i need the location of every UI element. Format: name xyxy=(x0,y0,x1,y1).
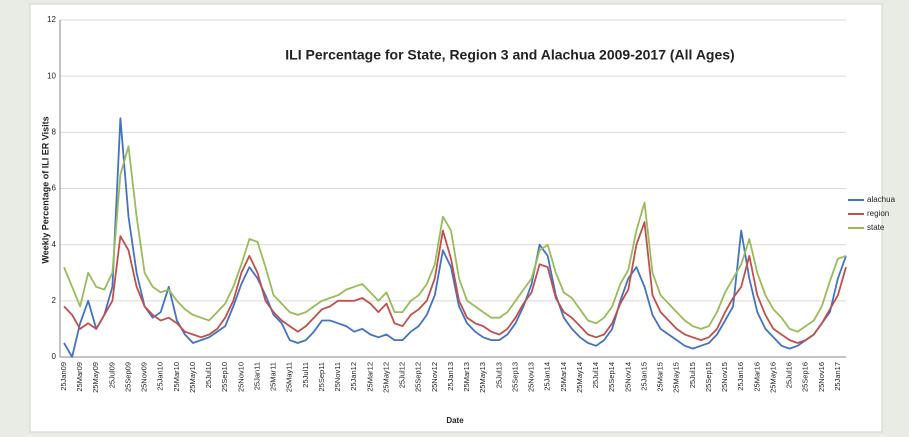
x-tick-label: 25Nov10 xyxy=(236,362,245,392)
x-tick-label: 25Jan15 xyxy=(639,362,648,391)
x-tick-label: 25Nov12 xyxy=(430,362,439,392)
legend-label: alachua xyxy=(867,195,896,204)
x-tick-label: 25Nov09 xyxy=(140,362,149,392)
chart-title: ILI Percentage for State, Region 3 and A… xyxy=(285,47,734,63)
x-tick-label: 25Jul10 xyxy=(204,362,213,388)
y-tick-label: 0 xyxy=(52,352,57,361)
x-tick-label: 25Mar09 xyxy=(75,362,84,392)
x-tick-label: 25Jan12 xyxy=(349,362,358,391)
x-tick-label: 25Mar14 xyxy=(559,362,568,392)
x-tick-label: 25Jul16 xyxy=(785,362,794,388)
x-tick-label: 25May15 xyxy=(672,362,681,393)
series-line xyxy=(63,221,847,344)
x-tick-label: 25Nov14 xyxy=(623,362,632,392)
legend-label: region xyxy=(867,209,889,218)
x-tick-label: 25Jan10 xyxy=(156,362,165,391)
y-tick-label: 6 xyxy=(52,184,57,193)
x-tick-label: 25May13 xyxy=(478,362,487,393)
y-tick-label: 4 xyxy=(52,240,57,249)
x-tick-label: 25May10 xyxy=(188,362,197,393)
x-tick-label: 25May11 xyxy=(285,362,294,392)
x-tick-label: 25Sep11 xyxy=(317,362,326,391)
x-tick-label: 25Jul15 xyxy=(688,362,697,388)
x-tick-label: 25Sep10 xyxy=(220,362,229,392)
x-tick-label: 25Nov11 xyxy=(333,362,342,391)
y-tick-label: 10 xyxy=(47,71,56,80)
x-tick-label: 25May16 xyxy=(768,362,777,393)
series-line xyxy=(63,117,847,358)
x-tick-label: 25Jan13 xyxy=(446,362,455,391)
x-tick-label: 25Sep14 xyxy=(607,362,616,392)
y-axis-label: Weekly Percentage of ILI ER Visits xyxy=(40,116,50,263)
x-tick-label: 25Nov16 xyxy=(817,362,826,392)
x-tick-label: 25Mar13 xyxy=(462,362,471,392)
y-tick-label: 8 xyxy=(52,127,57,136)
x-tick-label: 25Jul09 xyxy=(107,362,116,388)
x-tick-label: 25Jul11 xyxy=(301,362,310,388)
x-tick-label: 25Mar11 xyxy=(269,362,278,391)
x-tick-label: 25Jul12 xyxy=(398,362,407,388)
x-tick-label: 25Jan09 xyxy=(59,362,68,391)
x-tick-label: 25Mar12 xyxy=(365,362,374,392)
y-tick-label: 2 xyxy=(52,296,57,305)
x-tick-label: 25Mar10 xyxy=(172,362,181,392)
x-tick-label: 25Jan14 xyxy=(543,362,552,391)
y-tick-label: 12 xyxy=(47,15,56,24)
x-tick-label: 25Jul14 xyxy=(591,362,600,388)
x-tick-label: 25Jan17 xyxy=(833,362,842,391)
x-tick-label: 25Sep09 xyxy=(123,362,132,392)
x-tick-label: 25Jan16 xyxy=(736,362,745,391)
x-tick-label: 25Mar15 xyxy=(656,362,665,392)
x-tick-label: 25Jul13 xyxy=(494,362,503,388)
x-axis-label: Date xyxy=(446,416,464,425)
x-tick-label: 25Sep12 xyxy=(414,362,423,392)
x-tick-label: 25Sep15 xyxy=(704,362,713,392)
x-tick-label: 25Mar16 xyxy=(752,362,761,392)
x-tick-label: 25May14 xyxy=(575,362,584,393)
x-tick-label: 25May09 xyxy=(91,362,100,393)
x-tick-label: 25May12 xyxy=(381,362,390,393)
x-tick-label: 25Sep16 xyxy=(801,362,810,392)
legend-label: state xyxy=(867,223,885,232)
x-tick-label: 25Nov15 xyxy=(720,362,729,392)
x-tick-label: 25Jan11 xyxy=(252,362,261,390)
chart-panel xyxy=(29,3,883,433)
series-line xyxy=(63,145,847,333)
x-tick-label: 25Nov13 xyxy=(527,362,536,392)
x-tick-label: 25Sep13 xyxy=(510,362,519,392)
